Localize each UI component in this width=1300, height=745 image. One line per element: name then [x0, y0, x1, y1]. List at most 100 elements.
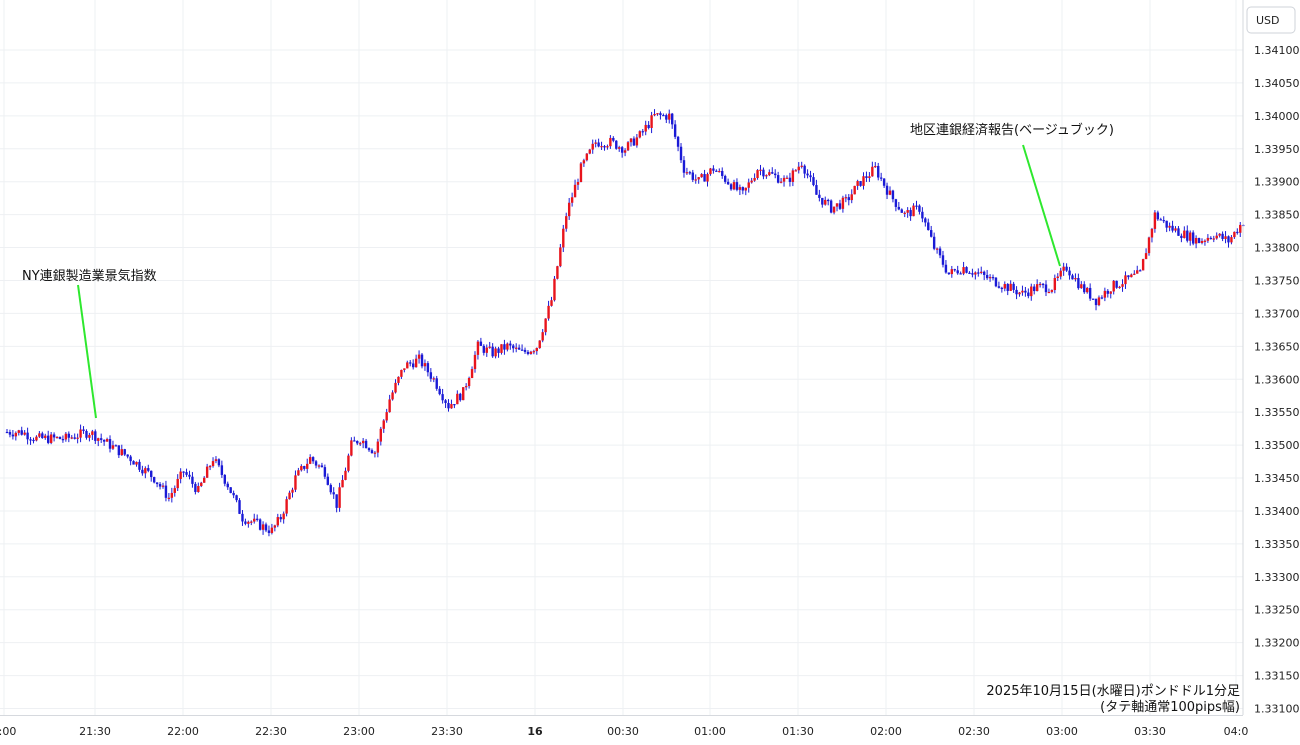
candle-body [1194, 238, 1198, 244]
candle-body [1227, 236, 1230, 243]
candle-body [712, 168, 715, 171]
candle-body [211, 461, 215, 467]
candle-body [771, 172, 774, 174]
currency-label: USD [1256, 14, 1280, 27]
candle-body [423, 363, 427, 367]
candle-body [1224, 236, 1227, 239]
candle-body [500, 344, 503, 353]
candle-body [150, 470, 153, 478]
candle-body [344, 470, 347, 480]
candle-body [723, 175, 727, 182]
candle-body [897, 206, 901, 210]
candle-body [459, 393, 462, 401]
candle-body [526, 351, 530, 354]
candle-body [688, 172, 692, 174]
time-axis[interactable]: 1:00 21:30 22:00 22:30 23:00 23:30 16 00:30 01:0… [0, 725, 1248, 738]
candle-body [1056, 276, 1059, 278]
candle-body [588, 149, 591, 154]
candle-body [1186, 230, 1189, 241]
currency-badge-box [1246, 6, 1296, 34]
candle-body [29, 439, 32, 441]
candle-body [253, 518, 256, 522]
candle-body [656, 113, 659, 115]
candle-body [679, 146, 683, 161]
candle-body [915, 205, 918, 207]
candle-body [385, 412, 388, 421]
candle-body [982, 271, 986, 275]
candle-body [930, 230, 933, 237]
candle-body [815, 185, 818, 195]
candle-body [1000, 287, 1004, 290]
candle-body [835, 203, 839, 207]
candle-body [685, 172, 689, 174]
candle-body [591, 143, 594, 150]
candle-body [294, 475, 297, 490]
candle-body [164, 485, 168, 498]
candle-body [41, 433, 44, 439]
price-axis[interactable]: 1.34100 1.34050 1.34000 1.33950 1.33900 1.338… [1254, 44, 1300, 716]
candle-body [1174, 228, 1177, 231]
candle-body [208, 466, 212, 468]
candle-body [141, 469, 144, 474]
x-tick-label: 03:00 [1046, 725, 1078, 738]
y-tick-label: 1.33200 [1254, 637, 1300, 650]
candle-body [603, 146, 606, 148]
candle-body [1136, 270, 1139, 274]
candle-body [1118, 286, 1121, 289]
candle-body [444, 400, 447, 403]
candle-body [1236, 231, 1239, 234]
candle-body [250, 521, 253, 523]
candle-body [1159, 219, 1162, 221]
candle-body [626, 142, 630, 151]
x-tick-label: 01:30 [782, 725, 814, 738]
candle-body [615, 140, 618, 149]
candle-body [768, 172, 771, 176]
candle-body [1197, 238, 1201, 243]
candle-body [735, 182, 739, 190]
candle-body [23, 432, 26, 435]
candle-body [1088, 287, 1092, 299]
candle-body [464, 386, 468, 388]
candle-body [868, 176, 871, 179]
candle-body [88, 434, 91, 438]
candle-body [944, 264, 948, 273]
candle-body [117, 445, 121, 456]
candle-body [126, 454, 129, 457]
y-tick-label: 1.33900 [1254, 176, 1300, 189]
candle-body [1200, 240, 1204, 243]
candle-body [1144, 253, 1148, 260]
candle-body [673, 124, 677, 137]
candle-body [576, 182, 580, 185]
y-tick-label: 1.33950 [1254, 143, 1300, 156]
candle-body [297, 470, 300, 476]
candle-body [1215, 235, 1218, 239]
candle-body [709, 168, 712, 175]
candle-body [871, 166, 874, 177]
candle-body [874, 165, 877, 168]
candle-body [932, 236, 936, 249]
candle-body [1168, 225, 1171, 228]
candle-body [756, 170, 759, 178]
candle-body [1162, 220, 1165, 222]
candle-body [1080, 284, 1083, 289]
candle-body [832, 206, 836, 213]
candle-body [647, 124, 650, 128]
candle-body [82, 429, 85, 431]
candle-body [391, 392, 394, 400]
candle-body [1115, 280, 1118, 288]
candle-body [1233, 231, 1236, 238]
candle-body [323, 467, 327, 477]
currency-badge[interactable]: USD [1246, 6, 1296, 34]
candle-body [726, 181, 730, 185]
candle-body [173, 488, 176, 493]
candle-body [470, 369, 474, 378]
x-tick-label: 04:0 [1224, 725, 1249, 738]
candle-body [903, 212, 906, 214]
candle-body [535, 348, 538, 352]
candle-body [1041, 283, 1045, 286]
candle-body [573, 184, 577, 198]
candle-body [491, 346, 494, 357]
candle-body [506, 343, 509, 350]
y-tick-label: 1.33250 [1254, 604, 1300, 617]
